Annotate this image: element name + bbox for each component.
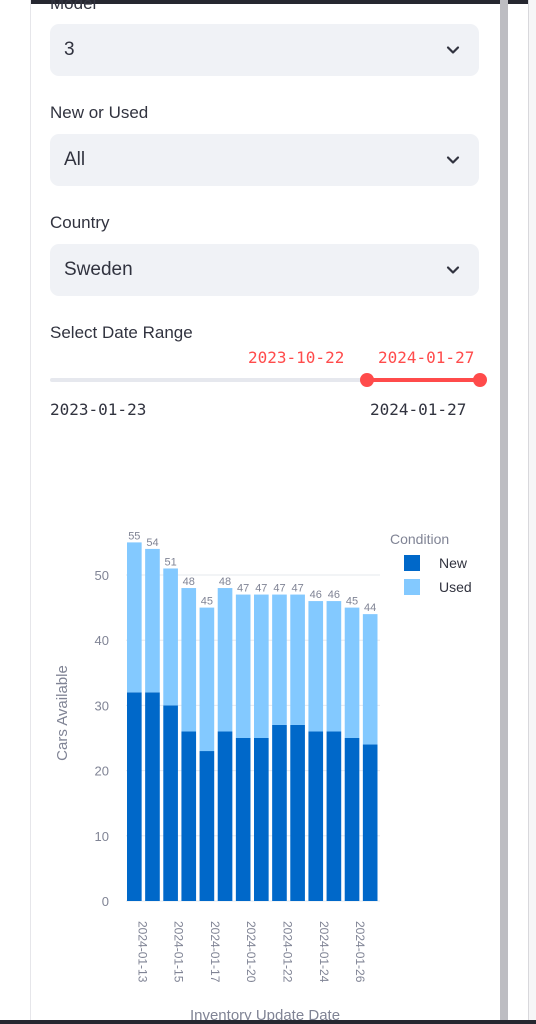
sidebar-edge bbox=[0, 0, 31, 1024]
scrollbar[interactable] bbox=[500, 0, 508, 1024]
page-edge bbox=[528, 0, 536, 1024]
bar-used bbox=[272, 594, 287, 725]
bar-total-label: 44 bbox=[364, 602, 376, 614]
model-select-value: 3 bbox=[64, 39, 75, 60]
bar-total-label: 48 bbox=[183, 576, 195, 588]
y-axis-title: Cars Available bbox=[54, 665, 71, 761]
bar-new bbox=[181, 731, 197, 901]
bar-total-label: 46 bbox=[328, 589, 340, 601]
bar-used bbox=[127, 542, 142, 693]
bar-new bbox=[308, 731, 324, 901]
x-tick-label: 2024-01-13 bbox=[135, 921, 149, 983]
chevron-down-icon bbox=[446, 266, 460, 274]
new-or-used-select[interactable]: All bbox=[50, 134, 479, 186]
bar-new bbox=[326, 731, 342, 901]
bar-used bbox=[163, 568, 178, 706]
bar-total-label: 45 bbox=[201, 596, 213, 608]
legend-label-new: New bbox=[439, 555, 468, 571]
x-tick-label: 2024-01-20 bbox=[244, 921, 258, 983]
y-tick-label: 20 bbox=[95, 764, 109, 779]
bar-used bbox=[181, 588, 197, 732]
bar-new bbox=[272, 724, 287, 901]
x-axis-title: Inventory Update Date bbox=[190, 1007, 340, 1020]
bar-new bbox=[254, 738, 269, 901]
bar-used bbox=[145, 548, 160, 693]
slider-end-handle[interactable] bbox=[473, 373, 487, 387]
top-edge bbox=[0, 0, 536, 4]
slider-start-value: 2023-10-22 bbox=[248, 348, 345, 367]
bar-used bbox=[235, 594, 251, 738]
bar-new bbox=[344, 738, 360, 901]
x-tick-label: 2024-01-17 bbox=[208, 921, 222, 983]
y-tick-label: 10 bbox=[95, 829, 109, 844]
legend-swatch-used bbox=[404, 579, 420, 595]
bar-used bbox=[254, 594, 269, 738]
bar-used bbox=[199, 607, 215, 752]
bar-new bbox=[235, 738, 251, 901]
bar-total-label: 47 bbox=[255, 583, 267, 595]
model-select[interactable]: 3 bbox=[50, 24, 479, 76]
bar-new bbox=[217, 731, 233, 901]
y-tick-label: 40 bbox=[95, 633, 109, 648]
bar-used bbox=[308, 601, 324, 732]
new-or-used-select-value: All bbox=[64, 149, 86, 170]
bar-total-label: 45 bbox=[346, 596, 358, 608]
bar-new bbox=[199, 751, 215, 901]
bar-total-label: 54 bbox=[146, 537, 158, 549]
y-tick-label: 30 bbox=[95, 698, 109, 713]
chevron-down-icon bbox=[446, 46, 460, 54]
country-select-value: Sweden bbox=[64, 259, 133, 280]
slider-min-label: 2023-01-23 bbox=[50, 400, 147, 419]
new-or-used-label: New or Used bbox=[50, 103, 149, 122]
x-tick-label: 2024-01-26 bbox=[353, 921, 367, 983]
bar-new bbox=[145, 692, 160, 901]
country-label: Country bbox=[50, 213, 110, 232]
legend-swatch-new bbox=[404, 555, 420, 571]
bar-total-label: 48 bbox=[219, 576, 231, 588]
bar-used bbox=[344, 607, 360, 738]
bar-total-label: 51 bbox=[164, 556, 176, 568]
bar-total-label: 55 bbox=[128, 530, 140, 542]
bar-new bbox=[362, 744, 378, 901]
bar-new bbox=[127, 692, 142, 901]
model-label: Model bbox=[50, 0, 97, 13]
y-tick-label: 50 bbox=[95, 568, 109, 583]
legend-title: Condition bbox=[390, 531, 449, 547]
y-tick-label: 0 bbox=[102, 894, 109, 909]
bar-used bbox=[217, 588, 233, 732]
slider-max-label: 2024-01-27 bbox=[370, 400, 467, 419]
x-tick-label: 2024-01-15 bbox=[172, 921, 186, 983]
x-tick-label: 2024-01-24 bbox=[317, 921, 331, 983]
bar-used bbox=[362, 614, 378, 745]
slider-start-handle[interactable] bbox=[360, 373, 374, 387]
bar-used bbox=[326, 601, 342, 732]
bar-new bbox=[163, 705, 178, 901]
inventory-chart: 55 54 51 48 45 48 47 47 47 47 46 46 45 44 0 10 20 30 40 50… bbox=[54, 530, 472, 1020]
chevron-down-icon bbox=[446, 156, 460, 164]
slider-selected-range bbox=[367, 378, 480, 382]
bar-total-label: 47 bbox=[291, 583, 303, 595]
slider-end-value: 2024-01-27 bbox=[378, 348, 475, 367]
bar-used bbox=[290, 594, 305, 725]
bar-new bbox=[290, 724, 305, 901]
x-tick-label: 2024-01-22 bbox=[280, 921, 294, 983]
date-range-label: Select Date Range bbox=[50, 323, 193, 342]
bar-total-label: 46 bbox=[310, 589, 322, 601]
slider-track[interactable] bbox=[50, 378, 480, 382]
country-select[interactable]: Sweden bbox=[50, 244, 479, 296]
bar-total-label: 47 bbox=[273, 583, 285, 595]
bottom-edge bbox=[0, 1020, 536, 1024]
legend-label-used: Used bbox=[439, 579, 472, 595]
bar-total-label: 47 bbox=[237, 583, 249, 595]
